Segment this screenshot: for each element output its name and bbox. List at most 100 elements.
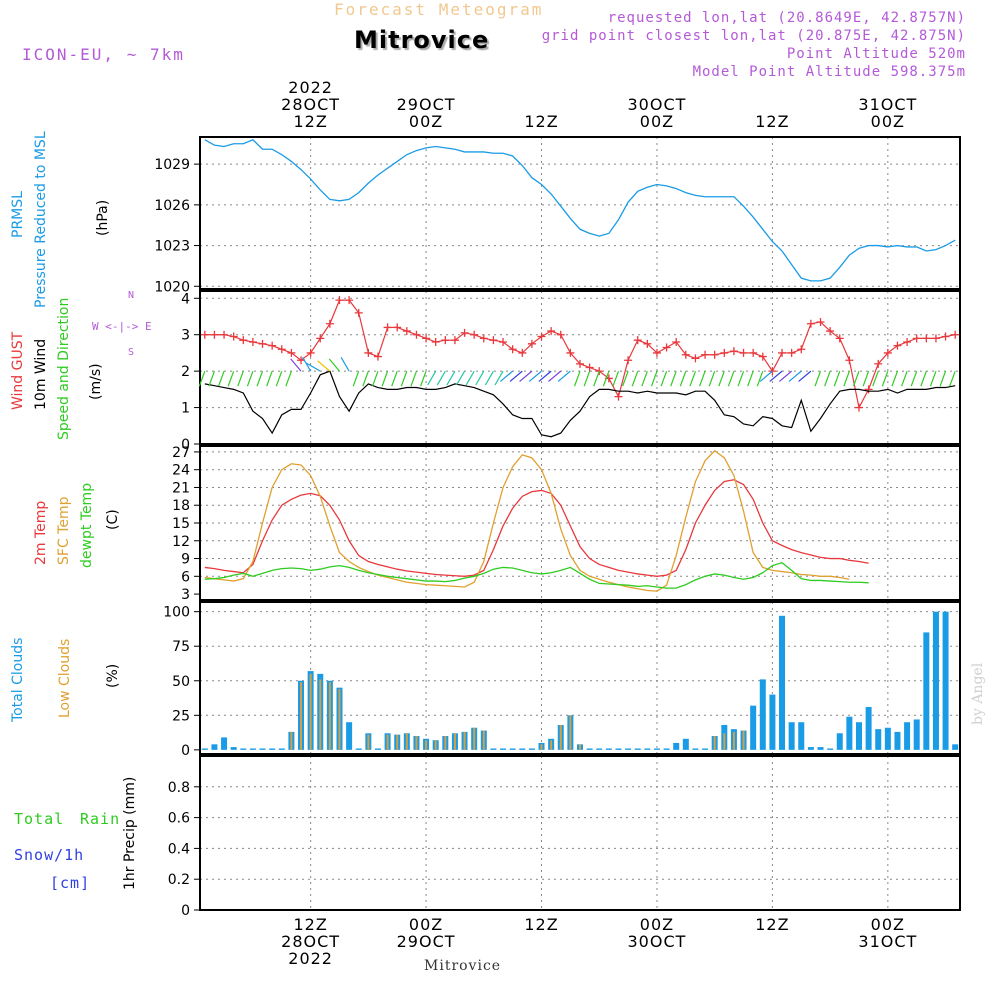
wind-arrow — [689, 370, 697, 387]
total-cloud-bar — [509, 748, 516, 750]
gust-marker — [729, 347, 738, 356]
gust-marker — [835, 334, 844, 343]
precip-label-snow: Snow/1h — [14, 846, 85, 864]
gust-marker — [229, 332, 238, 341]
gust-marker — [248, 338, 257, 346]
wind-arrow — [340, 356, 350, 372]
total-cloud-bar — [692, 748, 699, 750]
low-cloud-bar — [540, 744, 543, 750]
precip-ytick-label: 0 — [181, 903, 190, 919]
pressure-ytick-label: 1029 — [154, 157, 190, 173]
gust-marker — [537, 332, 546, 341]
wind-ytick-label: 1 — [181, 401, 190, 417]
low-cloud-bar — [742, 730, 745, 750]
wind-arrow — [500, 370, 514, 382]
time-label-top: 00Z — [871, 112, 905, 131]
wind-arrow — [660, 370, 668, 387]
gust-marker — [431, 338, 440, 346]
precip-ytick-label: 0.6 — [168, 811, 190, 827]
time-label-bottom: 00Z — [640, 915, 674, 934]
temp-frame — [199, 445, 961, 601]
wind-arrow — [824, 370, 831, 387]
wind-arrow — [266, 370, 273, 387]
time-label-top: 28OCT — [281, 95, 340, 114]
wind-arrow — [484, 370, 494, 386]
compass-n: N — [128, 290, 135, 301]
pressure-ytick-label: 1023 — [154, 239, 190, 255]
total-cloud-bar — [230, 747, 237, 750]
gust-marker — [951, 330, 960, 339]
gust-marker — [633, 336, 642, 345]
total-cloud-bar — [865, 707, 872, 750]
time-label-top: 30OCT — [628, 95, 687, 114]
wind-arrow — [929, 370, 937, 387]
gust-marker — [364, 348, 373, 357]
gust-marker — [450, 336, 459, 345]
gust-marker — [527, 339, 536, 348]
total-cloud-bar — [846, 716, 853, 750]
gust-marker — [354, 308, 363, 317]
gust-marker — [258, 339, 267, 348]
wind-arrow — [593, 370, 600, 387]
time-label-top: 2022 — [288, 78, 333, 97]
wind-arrow — [446, 370, 456, 386]
wind-arrow — [769, 370, 783, 382]
wind-arrow — [302, 356, 312, 372]
gust-marker — [758, 352, 767, 361]
precip-label-cm: [cm] — [50, 874, 91, 892]
gust-marker — [826, 327, 835, 336]
grid-coords: grid point closest lon,lat (20.875E, 42.… — [541, 28, 966, 44]
model-label: ICON-EU, ~ 7km — [22, 45, 185, 64]
precip-label-total: Total — [14, 810, 65, 828]
low-cloud-bar — [415, 736, 418, 750]
wind-arrow — [737, 370, 745, 387]
gust-marker — [547, 327, 556, 336]
clouds-ytick-label: 100 — [163, 605, 190, 621]
low-cloud-bar — [713, 736, 716, 750]
total-cloud-bar — [211, 744, 218, 750]
low-cloud-bar — [309, 673, 312, 750]
time-label-bottom: 28OCT — [281, 932, 340, 951]
temp-ytick-label: 21 — [172, 480, 190, 496]
wind-arrow — [910, 370, 918, 387]
wind-arrow — [208, 370, 215, 387]
gust-marker — [883, 348, 892, 357]
total-cloud-bar — [904, 722, 911, 750]
precip-frame — [199, 755, 961, 911]
gust-marker — [778, 348, 787, 357]
wind-arrow — [747, 370, 754, 387]
low-cloud-bar — [338, 689, 341, 750]
clouds-frame — [199, 601, 961, 755]
gust-marker — [931, 334, 940, 343]
wind-arrow — [256, 370, 264, 387]
total-cloud-bar — [875, 729, 882, 750]
gust-marker — [220, 330, 229, 339]
gust-marker — [499, 338, 508, 346]
total-cloud-bar — [913, 719, 920, 750]
time-label-bottom: 12Z — [293, 915, 327, 934]
time-label-bottom: 29OCT — [397, 932, 456, 951]
pressure-ytick-label: 1026 — [154, 198, 190, 214]
wind-arrow — [352, 370, 360, 387]
pressure-line — [204, 138, 956, 282]
gust-marker — [912, 334, 921, 343]
gust-marker — [556, 330, 565, 339]
precip-ytick-label: 0.2 — [168, 872, 190, 888]
gust-marker — [643, 339, 652, 348]
wind-arrow — [939, 370, 947, 387]
gust-marker — [662, 343, 671, 352]
wind-arrow — [548, 370, 562, 382]
total-cloud-bar — [807, 747, 814, 750]
total-cloud-bar — [249, 748, 256, 750]
gust-marker — [614, 392, 623, 401]
total-cloud-bar — [201, 748, 208, 750]
total-cloud-bar — [798, 722, 805, 750]
total-cloud-bar — [673, 742, 680, 750]
wind-arrow — [573, 370, 581, 387]
total-cloud-bar — [894, 731, 901, 750]
gust-line — [204, 299, 956, 410]
wind-arrow — [622, 370, 629, 387]
clouds-ytick-label: 25 — [172, 708, 190, 724]
wind-arrow — [872, 370, 879, 387]
